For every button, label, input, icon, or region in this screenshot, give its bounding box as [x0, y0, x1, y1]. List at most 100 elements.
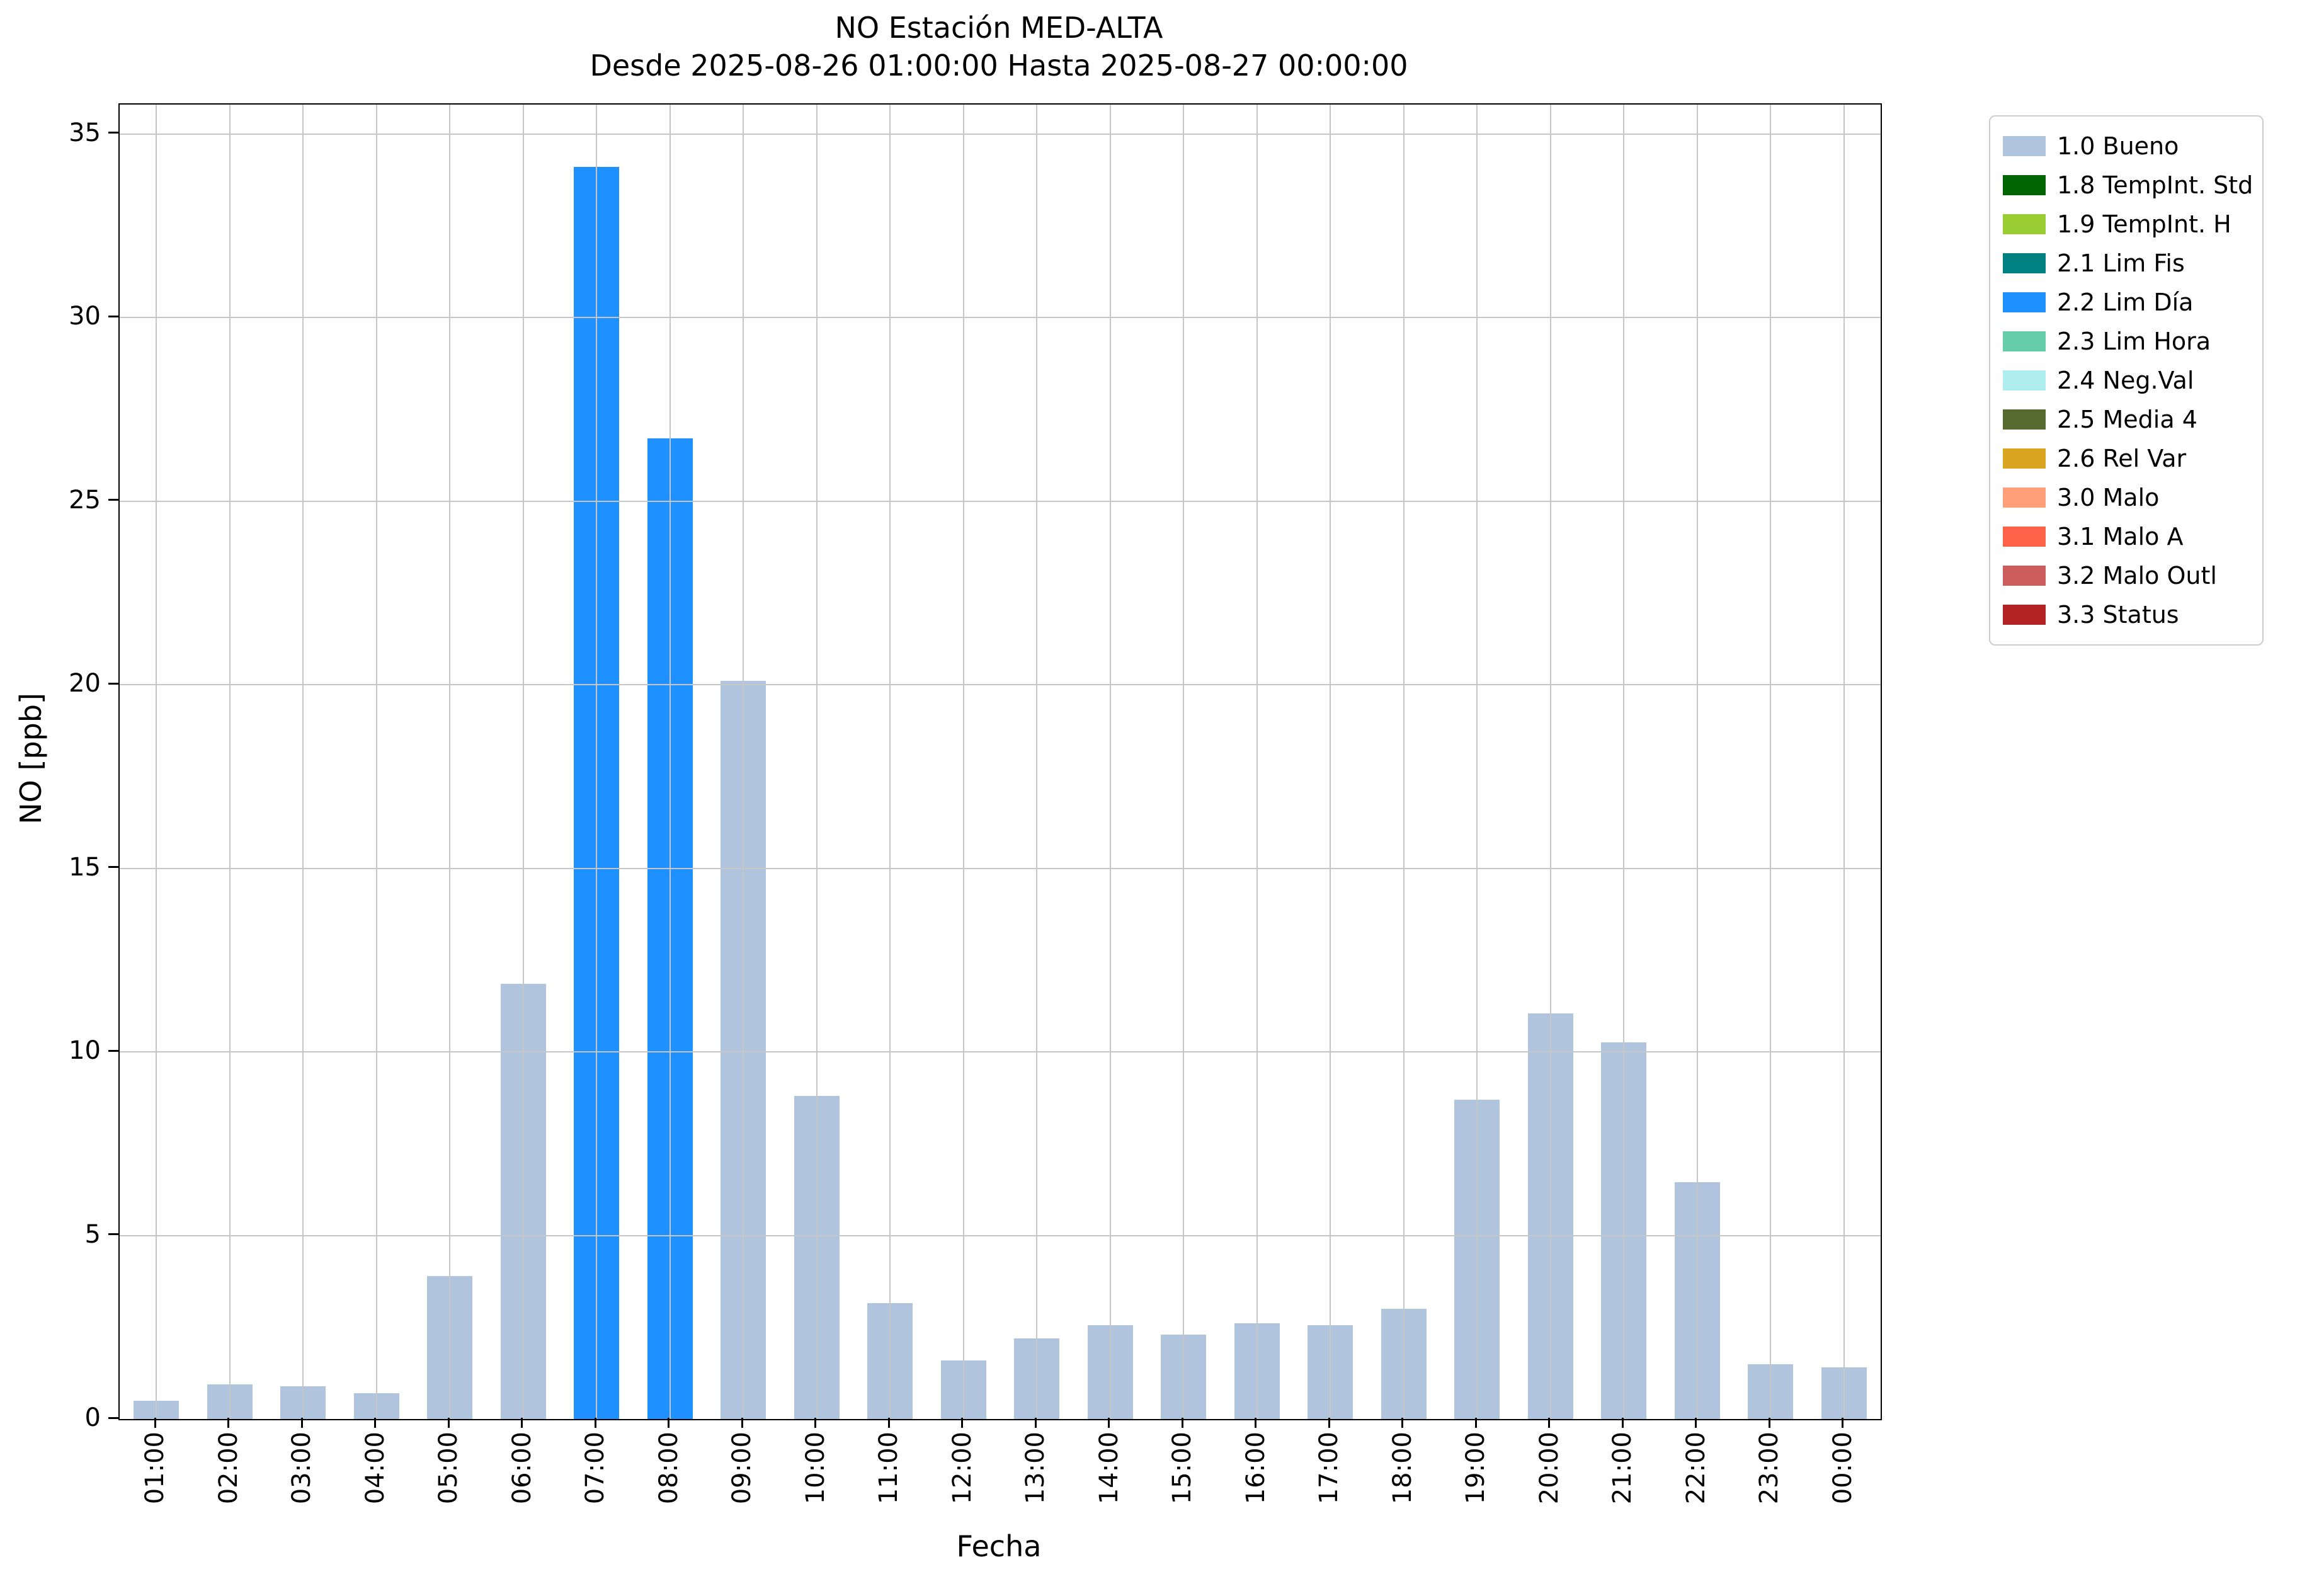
gridline-vertical	[302, 105, 304, 1419]
gridline-horizontal	[120, 500, 1881, 502]
legend-swatch	[2003, 409, 2046, 430]
gridline-horizontal	[120, 133, 1881, 135]
x-tick-label: 23:00	[1755, 1432, 1784, 1505]
gridline-vertical	[1843, 105, 1845, 1419]
y-tick-mark	[108, 1416, 118, 1419]
gridline-horizontal	[120, 867, 1881, 869]
x-tick-label: 15:00	[1168, 1432, 1197, 1505]
x-tick-mark	[1695, 1418, 1697, 1428]
y-tick-label: 20	[69, 669, 101, 698]
gridline-vertical	[1549, 105, 1551, 1419]
gridline-vertical	[1109, 105, 1111, 1419]
legend-label: 2.3 Lim Hora	[2057, 328, 2211, 355]
x-tick-label: 22:00	[1681, 1432, 1711, 1505]
legend-label: 2.2 Lim Día	[2057, 288, 2194, 316]
x-tick-label: 19:00	[1461, 1432, 1491, 1505]
legend-item: 3.1 Malo A	[2003, 517, 2250, 556]
legend-label: 3.1 Malo A	[2057, 523, 2184, 550]
gridlines-layer	[120, 105, 1881, 1419]
x-tick-mark	[1034, 1418, 1037, 1428]
legend-item: 2.4 Neg.Val	[2003, 361, 2250, 400]
legend-swatch	[2003, 214, 2046, 234]
y-tick-label: 35	[69, 118, 101, 147]
gridline-vertical	[1476, 105, 1478, 1419]
x-tick-mark	[300, 1418, 303, 1428]
legend-item: 2.1 Lim Fis	[2003, 244, 2250, 283]
y-tick-mark	[108, 1233, 118, 1236]
y-tick-mark	[108, 132, 118, 134]
x-tick-label: 17:00	[1314, 1432, 1344, 1505]
y-tick-mark	[108, 315, 118, 317]
gridline-vertical	[889, 105, 891, 1419]
x-tick-mark	[1181, 1418, 1183, 1428]
x-tick-mark	[814, 1418, 817, 1428]
x-tick-mark	[1255, 1418, 1257, 1428]
y-tick-mark	[108, 499, 118, 501]
x-tick-mark	[1108, 1418, 1110, 1428]
legend-swatch	[2003, 175, 2046, 195]
legend-label: 1.0 Bueno	[2057, 132, 2179, 160]
x-tick-label: 14:00	[1094, 1432, 1124, 1505]
chart-subtitle: Desde 2025-08-26 01:00:00 Hasta 2025-08-…	[590, 48, 1408, 83]
legend-label: 1.8 TempInt. Std	[2057, 171, 2253, 199]
legend-item: 2.6 Rel Var	[2003, 439, 2250, 478]
gridline-horizontal	[120, 684, 1881, 686]
legend-item: 3.0 Malo	[2003, 478, 2250, 517]
legend-label: 3.2 Malo Outl	[2057, 562, 2217, 590]
x-tick-label: 02:00	[214, 1432, 243, 1505]
gridline-horizontal	[120, 317, 1881, 319]
x-tick-label: 06:00	[507, 1432, 537, 1505]
gridline-vertical	[1623, 105, 1625, 1419]
y-tick-mark	[108, 866, 118, 869]
y-tick-mark	[108, 682, 118, 685]
x-tick-label: 12:00	[947, 1432, 977, 1505]
gridline-horizontal	[120, 1234, 1881, 1236]
legend-item: 1.8 TempInt. Std	[2003, 166, 2253, 205]
x-tick-mark	[961, 1418, 964, 1428]
y-tick-label: 30	[69, 302, 101, 331]
x-tick-mark	[741, 1418, 743, 1428]
gridline-vertical	[1403, 105, 1405, 1419]
x-tick-mark	[374, 1418, 377, 1428]
gridline-vertical	[669, 105, 671, 1419]
legend-swatch	[2003, 566, 2046, 586]
x-tick-mark	[1842, 1418, 1844, 1428]
gridline-vertical	[522, 105, 524, 1419]
legend-swatch	[2003, 292, 2046, 312]
x-tick-mark	[1328, 1418, 1330, 1428]
legend-label: 3.0 Malo	[2057, 484, 2160, 511]
x-tick-label: 03:00	[287, 1432, 317, 1505]
chart-title-block: NO Estación MED-ALTA Desde 2025-08-26 01…	[118, 9, 1879, 84]
x-tick-mark	[1474, 1418, 1477, 1428]
x-tick-label: 08:00	[654, 1432, 683, 1505]
y-tick-label: 5	[84, 1219, 101, 1249]
x-tick-label: 04:00	[360, 1432, 390, 1505]
x-tick-label: 13:00	[1021, 1432, 1051, 1505]
gridline-vertical	[743, 105, 744, 1419]
plot-area	[118, 103, 1882, 1420]
x-tick-label: 18:00	[1387, 1432, 1417, 1505]
legend-item: 3.3 Status	[2003, 595, 2250, 634]
legend-label: 2.4 Neg.Val	[2057, 367, 2194, 394]
legend-label: 2.5 Media 4	[2057, 406, 2197, 433]
x-tick-mark	[594, 1418, 596, 1428]
legend-swatch	[2003, 370, 2046, 390]
legend-item: 2.5 Media 4	[2003, 400, 2250, 439]
legend-item: 2.2 Lim Día	[2003, 283, 2250, 322]
y-tick-label: 25	[69, 485, 101, 515]
y-tick-mark	[108, 1049, 118, 1052]
legend-label: 3.3 Status	[2057, 601, 2179, 629]
x-tick-mark	[1621, 1418, 1624, 1428]
legend-item: 1.9 TempInt. H	[2003, 205, 2250, 244]
x-tick-mark	[521, 1418, 523, 1428]
x-tick-label: 21:00	[1608, 1432, 1638, 1505]
gridline-vertical	[1330, 105, 1331, 1419]
x-tick-mark	[154, 1418, 156, 1428]
legend-swatch	[2003, 487, 2046, 508]
legend-item: 3.2 Malo Outl	[2003, 556, 2250, 595]
legend-swatch	[2003, 605, 2046, 625]
legend-label: 2.1 Lim Fis	[2057, 249, 2185, 277]
legend-swatch	[2003, 253, 2046, 273]
x-tick-label: 05:00	[434, 1432, 464, 1505]
